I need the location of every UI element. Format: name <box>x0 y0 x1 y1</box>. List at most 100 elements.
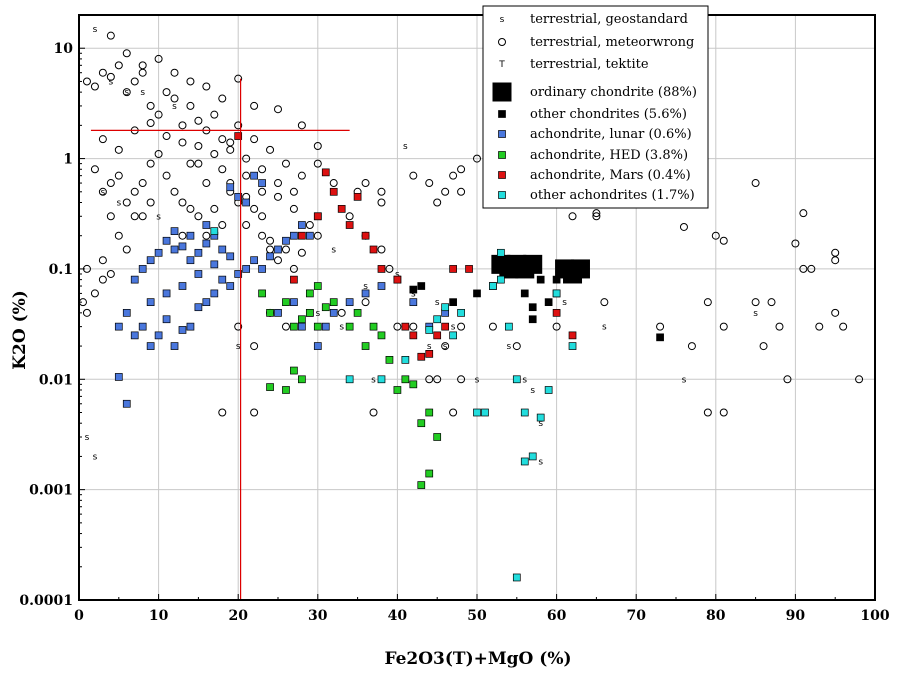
data-point <box>775 322 784 331</box>
legend-entry: terrestrial, meteorwrong <box>498 35 694 50</box>
data-point <box>433 198 442 207</box>
data-point <box>146 298 155 307</box>
data-point <box>146 342 155 350</box>
x-tick-label: 60 <box>547 608 567 624</box>
data-point <box>138 265 147 273</box>
data-point <box>122 245 131 254</box>
data-point <box>242 265 251 273</box>
data-point <box>226 145 235 154</box>
data-point <box>226 282 235 290</box>
data-point <box>258 265 266 273</box>
series-0 <box>78 31 864 417</box>
data-point <box>298 375 306 384</box>
data-point <box>592 209 601 218</box>
data-point <box>186 322 195 331</box>
data-point <box>393 275 402 284</box>
data-point <box>425 350 434 358</box>
data-point <box>512 573 521 582</box>
data-point <box>297 171 306 180</box>
data-point <box>130 77 139 86</box>
data-point <box>138 68 147 77</box>
legend-entry: s terrestrial, geostandard <box>500 12 688 27</box>
data-point <box>473 154 481 163</box>
legend-entry: achondrite, Mars (0.4%) <box>498 168 691 183</box>
data-point: s <box>93 25 98 35</box>
data-point <box>377 187 386 196</box>
data-point <box>178 282 187 290</box>
data-point <box>298 315 306 324</box>
data-point <box>528 452 537 461</box>
series-6 <box>234 132 577 361</box>
data-point <box>401 375 410 384</box>
data-point <box>783 375 792 384</box>
data-point <box>337 308 346 317</box>
data-point <box>441 303 450 312</box>
data-point <box>114 231 123 240</box>
data-point <box>250 171 258 180</box>
legend-marker <box>498 191 506 199</box>
data-point <box>130 331 139 340</box>
data-point <box>274 105 282 114</box>
data-point: s <box>395 270 400 280</box>
data-point <box>417 419 426 428</box>
data-point <box>441 187 450 196</box>
data-point <box>457 322 466 331</box>
data-point <box>425 326 434 334</box>
data-point <box>289 204 298 213</box>
data-point <box>473 408 481 417</box>
data-point <box>839 322 848 331</box>
data-point <box>226 252 235 261</box>
data-point <box>488 322 497 331</box>
data-point <box>313 322 322 331</box>
legend-entry: achondrite, lunar (0.6%) <box>498 127 692 142</box>
data-point: s <box>108 77 113 87</box>
legend-label: terrestrial, tektite <box>530 57 649 72</box>
legend-marker: s <box>500 15 505 25</box>
data-point <box>242 221 251 230</box>
data-point <box>194 159 203 168</box>
data-point <box>305 289 314 298</box>
legend-entry: ordinary chondrite (88%) <box>492 82 697 102</box>
data-point <box>162 171 171 180</box>
data-point <box>186 256 195 265</box>
series-1: ssssssssssssssssssssssssssssssssss <box>85 25 759 468</box>
data-point <box>441 342 450 351</box>
data-point <box>290 366 298 375</box>
y-tick-label: 0.0001 <box>19 593 73 609</box>
data-point <box>703 408 712 417</box>
data-point <box>512 342 521 351</box>
data-point <box>290 322 298 331</box>
data-point <box>337 205 346 213</box>
data-point <box>497 275 505 284</box>
x-tick-label: 50 <box>467 608 487 624</box>
data-point <box>425 408 434 417</box>
legend: s terrestrial, geostandard terrestrial, me… <box>482 5 709 209</box>
data-point <box>218 165 227 174</box>
legend-label: achondrite, Mars (0.4%) <box>530 168 691 183</box>
data-point <box>234 322 243 331</box>
data-point: s <box>682 375 687 385</box>
data-point <box>489 282 497 290</box>
legend-label: other chondrites (5.6%) <box>530 107 687 122</box>
data-point: s <box>538 419 543 429</box>
data-point <box>98 275 107 284</box>
data-point <box>441 322 450 331</box>
data-point <box>289 264 298 273</box>
data-point <box>122 49 131 58</box>
data-point <box>250 204 259 213</box>
data-point <box>114 145 123 154</box>
data-point <box>568 342 577 350</box>
data-point: s <box>530 386 535 396</box>
data-point <box>114 373 123 381</box>
data-point <box>831 308 840 317</box>
data-point <box>815 322 824 331</box>
data-point: s <box>93 452 98 462</box>
data-point <box>313 282 322 290</box>
data-point <box>258 231 267 240</box>
data-point <box>90 165 99 174</box>
data-point <box>226 138 235 147</box>
data-point <box>377 265 386 273</box>
data-point <box>282 236 290 245</box>
data-point <box>457 375 466 384</box>
data-point <box>178 326 187 334</box>
